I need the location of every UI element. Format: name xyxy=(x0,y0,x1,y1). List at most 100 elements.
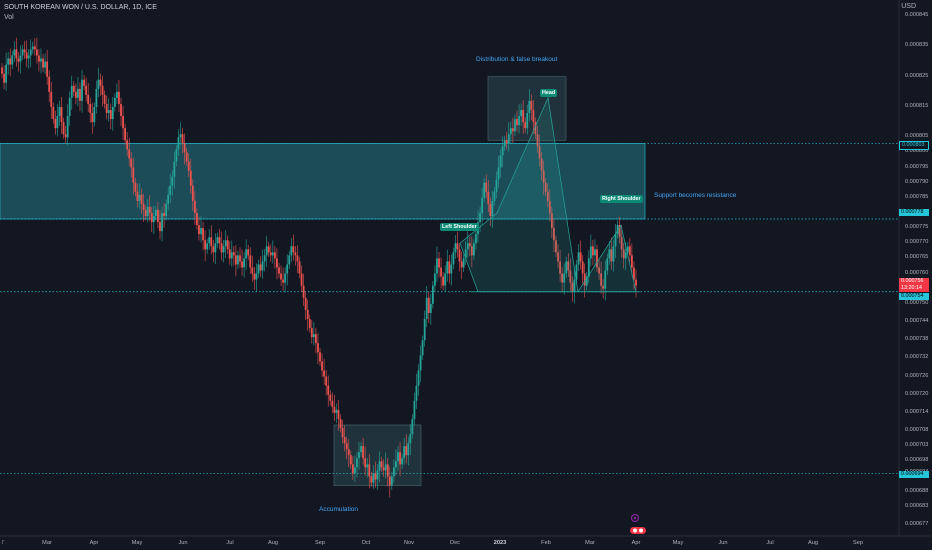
candle[interactable] xyxy=(384,452,387,479)
candle[interactable] xyxy=(107,98,110,122)
candle[interactable] xyxy=(390,471,393,491)
candle[interactable] xyxy=(282,267,284,291)
candle[interactable] xyxy=(610,237,613,270)
candle[interactable] xyxy=(446,249,449,282)
candle[interactable] xyxy=(481,187,484,225)
candle[interactable] xyxy=(452,247,455,269)
candle[interactable] xyxy=(466,231,469,258)
candle[interactable] xyxy=(589,234,592,267)
candle[interactable] xyxy=(183,133,186,165)
candle[interactable] xyxy=(193,190,196,225)
candle[interactable] xyxy=(85,77,88,102)
candle[interactable] xyxy=(614,224,617,259)
candle[interactable] xyxy=(347,439,350,468)
candle[interactable] xyxy=(249,247,252,274)
candle[interactable] xyxy=(146,198,149,223)
candle[interactable] xyxy=(573,269,576,304)
candle[interactable] xyxy=(144,205,147,221)
candle[interactable] xyxy=(87,83,90,113)
candle[interactable] xyxy=(321,353,323,377)
candle[interactable] xyxy=(261,249,264,279)
candle[interactable] xyxy=(608,241,611,265)
candle[interactable] xyxy=(200,216,202,243)
candle[interactable] xyxy=(230,240,233,267)
candle[interactable] xyxy=(95,80,98,114)
tradingview-logo-icon[interactable] xyxy=(3,540,23,549)
candle[interactable] xyxy=(577,244,580,271)
candle[interactable] xyxy=(503,135,506,151)
candle[interactable] xyxy=(181,127,184,154)
candle[interactable] xyxy=(212,239,215,263)
candle[interactable] xyxy=(157,201,159,229)
candle[interactable] xyxy=(288,250,291,269)
candle[interactable] xyxy=(216,232,219,248)
candle[interactable] xyxy=(378,451,381,483)
candle[interactable] xyxy=(376,464,379,490)
candle[interactable] xyxy=(235,245,237,277)
candle[interactable] xyxy=(167,186,170,211)
candle[interactable] xyxy=(413,392,416,426)
candle[interactable] xyxy=(620,225,623,258)
candle[interactable] xyxy=(592,239,594,266)
candle[interactable] xyxy=(27,49,30,69)
candle[interactable] xyxy=(148,195,151,222)
candle[interactable] xyxy=(565,256,568,279)
candle[interactable] xyxy=(456,231,459,258)
candle[interactable] xyxy=(31,41,34,54)
candle[interactable] xyxy=(276,248,278,280)
candle[interactable] xyxy=(567,253,570,277)
candle[interactable] xyxy=(514,114,516,136)
candle[interactable] xyxy=(530,94,533,120)
candle[interactable] xyxy=(56,104,59,137)
candle[interactable] xyxy=(479,206,481,233)
candle[interactable] xyxy=(253,267,256,290)
candle[interactable] xyxy=(368,454,371,489)
candle[interactable] xyxy=(191,179,194,211)
candle[interactable] xyxy=(538,134,541,167)
candle[interactable] xyxy=(150,206,153,233)
candle[interactable] xyxy=(319,347,321,366)
candle[interactable] xyxy=(1,63,3,79)
candle[interactable] xyxy=(571,276,574,302)
candle[interactable] xyxy=(241,249,243,276)
candle[interactable] xyxy=(507,122,510,152)
candle[interactable] xyxy=(267,241,270,257)
candle[interactable] xyxy=(399,442,401,477)
candle[interactable] xyxy=(138,182,141,210)
candle[interactable] xyxy=(511,118,514,144)
candle[interactable] xyxy=(460,251,463,280)
candle[interactable] xyxy=(587,250,590,283)
candle[interactable] xyxy=(185,147,188,167)
candle[interactable] xyxy=(499,149,502,178)
candle[interactable] xyxy=(101,75,104,107)
candle[interactable] xyxy=(450,254,453,286)
candle[interactable] xyxy=(388,466,391,498)
candle[interactable] xyxy=(520,103,523,127)
candle[interactable] xyxy=(458,242,461,272)
candle[interactable] xyxy=(392,459,395,483)
candle[interactable] xyxy=(360,441,362,457)
candle[interactable] xyxy=(251,255,254,282)
candle[interactable] xyxy=(280,265,282,286)
candle[interactable] xyxy=(83,75,85,91)
candle[interactable] xyxy=(169,173,172,203)
candle[interactable] xyxy=(44,53,46,74)
candle[interactable] xyxy=(497,155,500,188)
candle[interactable] xyxy=(534,117,537,139)
candle[interactable] xyxy=(382,459,385,477)
candle[interactable] xyxy=(290,238,293,262)
candle[interactable] xyxy=(243,252,246,278)
candle[interactable] xyxy=(440,257,442,289)
candle[interactable] xyxy=(380,456,383,472)
candle[interactable] xyxy=(349,450,352,469)
candle[interactable] xyxy=(179,122,182,146)
candle[interactable] xyxy=(120,97,122,127)
candle[interactable] xyxy=(489,197,492,226)
candle[interactable] xyxy=(635,269,637,298)
candle[interactable] xyxy=(163,202,165,228)
candle[interactable] xyxy=(159,210,161,240)
candle[interactable] xyxy=(468,236,471,257)
candle[interactable] xyxy=(122,106,124,140)
candle[interactable] xyxy=(569,258,572,291)
candle[interactable] xyxy=(559,249,561,282)
